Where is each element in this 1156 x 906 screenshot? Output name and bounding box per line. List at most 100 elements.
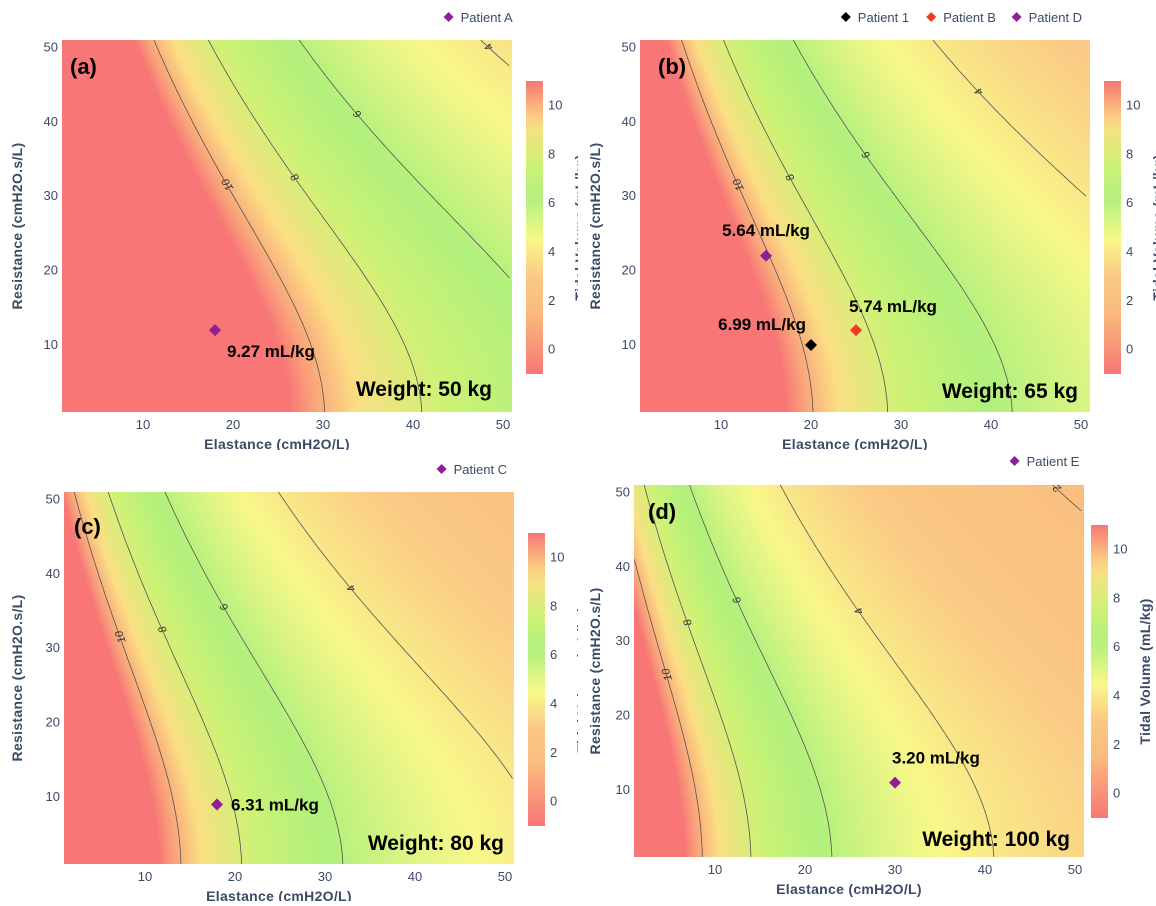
- panel-c: 4 6 8 10 10 20 30 40 50 10 20 30 40 50 Elastance (cmH2…: [0, 452, 590, 904]
- data-point: [850, 324, 862, 337]
- data-point: [211, 798, 223, 811]
- y-axis-title: Resistance (cmH2O.s/L): [9, 595, 25, 762]
- point-annotation: 6.99 mL/kg: [718, 315, 806, 334]
- panel-b: 4 6 8 10 10 20 30 40 50 10 20 30 40 50 Elastance (cmH2…: [578, 0, 1156, 452]
- x-tick-label: 20: [226, 417, 240, 432]
- x-tick-label: 10: [708, 862, 722, 877]
- x-tick-label: 10: [714, 417, 728, 432]
- x-tick-label: 20: [798, 862, 812, 877]
- x-tick-label: 50: [1074, 417, 1088, 432]
- x-tick-label: 30: [318, 869, 332, 884]
- colorbar-tick-label: 4: [550, 696, 557, 711]
- colorbar: [1091, 525, 1108, 818]
- y-tick-label: 50: [622, 39, 636, 54]
- x-tick-label: 30: [316, 417, 330, 432]
- y-tick-label: 50: [46, 491, 60, 506]
- colorbar: [528, 533, 545, 826]
- y-tick-label: 30: [46, 640, 60, 655]
- colorbar-tick-label: 10: [550, 549, 564, 564]
- y-tick-label: 30: [616, 633, 630, 648]
- colorbar-tick-label: 2: [1126, 293, 1133, 308]
- colorbar-tick-label: 8: [550, 598, 557, 613]
- legend-label: Patient E: [1027, 454, 1080, 469]
- contour-line-8: [643, 484, 752, 858]
- x-tick-label: 10: [138, 869, 152, 884]
- point-annotation: 3.20 mL/kg: [892, 749, 980, 768]
- point-annotation: 5.74 mL/kg: [849, 297, 937, 316]
- legend-label: Patient D: [1029, 10, 1082, 25]
- colorbar-tick-label: 10: [1113, 541, 1127, 556]
- y-axis-title: Resistance (cmH2O.s/L): [9, 143, 25, 310]
- colorbar: [1104, 81, 1121, 374]
- data-point: [209, 324, 221, 337]
- y-tick-label: 20: [616, 708, 630, 723]
- colorbar-tick-label: 0: [550, 794, 557, 809]
- x-tick-label: 10: [136, 417, 150, 432]
- contour-label-8: 8: [156, 623, 170, 634]
- point-annotation: 5.64 mL/kg: [722, 221, 810, 240]
- x-axis-title: Elastance (cmH2O/L): [782, 436, 928, 450]
- y-tick-label: 50: [44, 39, 58, 54]
- legend-marker: [436, 464, 447, 474]
- panel-label: (d): [648, 499, 676, 524]
- contour-label-8: 8: [784, 171, 798, 183]
- contour-line-4: [932, 39, 1087, 197]
- colorbar-tick-label: 4: [1126, 244, 1133, 259]
- colorbar-tick-label: 2: [1113, 737, 1120, 752]
- x-tick-label: 50: [1068, 862, 1082, 877]
- x-tick-label: 40: [406, 417, 420, 432]
- x-axis-title: Elastance (cmH2O/L): [204, 436, 350, 450]
- y-tick-label: 20: [46, 715, 60, 730]
- x-axis-title: Elastance (cmH2O/L): [206, 888, 352, 901]
- data-point: [760, 249, 772, 262]
- contour-line-6: [792, 39, 1013, 413]
- contour-line-6: [298, 39, 510, 279]
- x-tick-label: 40: [408, 869, 422, 884]
- colorbar-tick-label: 6: [1113, 639, 1120, 654]
- colorbar-tick-label: 2: [548, 293, 555, 308]
- contour-label-8: 8: [681, 617, 695, 628]
- weight-label: Weight: 50 kg: [356, 378, 492, 401]
- panel-label: (b): [658, 54, 686, 79]
- colorbar-tick-label: 10: [548, 97, 562, 112]
- heatmap-surface: [634, 485, 1084, 857]
- heatmap-surface: [64, 492, 514, 864]
- weight-label: Weight: 80 kg: [368, 832, 504, 855]
- contour-label-4: 4: [853, 605, 866, 617]
- legend-marker: [840, 12, 851, 22]
- y-tick-label: 20: [44, 263, 58, 278]
- colorbar-tick-label: 0: [1126, 342, 1133, 357]
- weight-label: Weight: 100 kg: [922, 828, 1070, 851]
- panel-label: (c): [74, 514, 101, 539]
- y-tick-label: 30: [622, 188, 636, 203]
- contour-label-10: 10: [660, 666, 675, 682]
- legend-marker: [1009, 456, 1020, 466]
- y-tick-label: 40: [616, 559, 630, 574]
- x-axis-title: Elastance (cmH2O/L): [776, 881, 922, 897]
- colorbar-tick-label: 10: [1126, 97, 1140, 112]
- y-tick-label: 40: [46, 566, 60, 581]
- y-tick-label: 10: [46, 789, 60, 804]
- legend-label: Patient C: [454, 462, 507, 477]
- legend-label: Patient B: [943, 10, 996, 25]
- point-annotation: 9.27 mL/kg: [227, 342, 315, 361]
- colorbar-tick-label: 0: [548, 342, 555, 357]
- contour-label-10: 10: [113, 628, 129, 644]
- x-tick-label: 40: [978, 862, 992, 877]
- colorbar-title: Tidal Volume (mL/kg): [1137, 598, 1153, 744]
- weight-label: Weight: 65 kg: [942, 380, 1078, 403]
- contour-line-10: [153, 39, 326, 413]
- colorbar-tick-label: 6: [550, 647, 557, 662]
- colorbar: [526, 81, 543, 374]
- x-tick-label: 50: [496, 417, 510, 432]
- x-tick-label: 30: [888, 862, 902, 877]
- contour-label-10: 10: [731, 176, 747, 193]
- contour-line-10: [73, 491, 182, 865]
- x-tick-label: 50: [498, 869, 512, 884]
- y-tick-label: 10: [44, 337, 58, 352]
- colorbar-tick-label: 4: [548, 244, 555, 259]
- y-tick-label: 40: [622, 114, 636, 129]
- legend-label: Patient 1: [858, 10, 909, 25]
- x-tick-label: 20: [228, 869, 242, 884]
- contour-line-4: [480, 39, 510, 67]
